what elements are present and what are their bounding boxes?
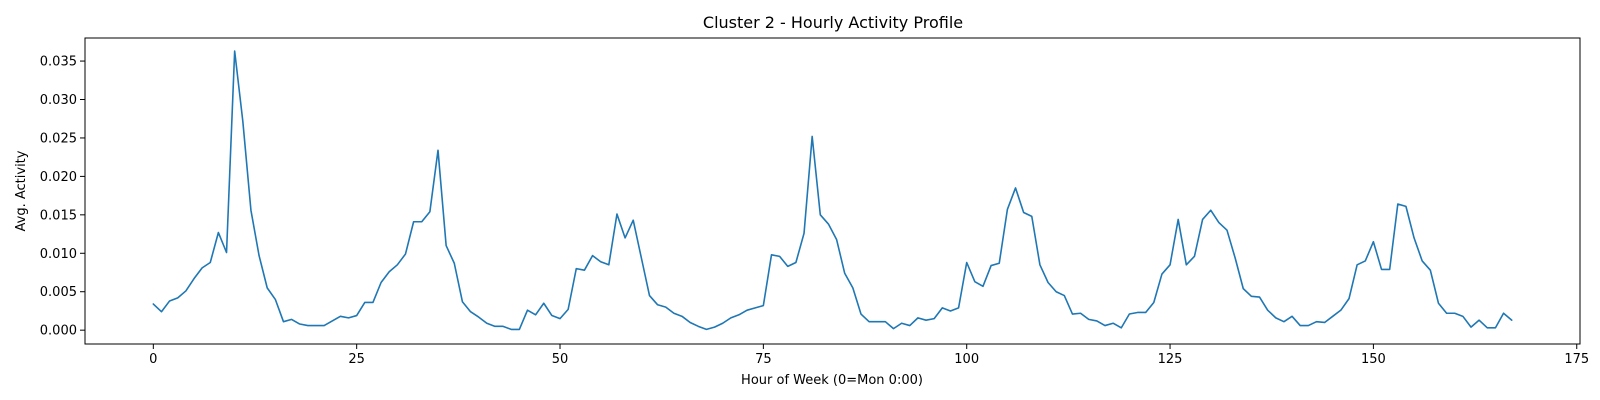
x-tick-label: 0 [149, 352, 157, 367]
y-tick-label: 0.035 [40, 55, 77, 70]
y-axis: 0.000 0.005 0.010 0.015 0.020 0.025 0.030 0.035 [40, 55, 85, 339]
chart-title: Cluster 2 - Hourly Activity Profile [703, 13, 963, 32]
x-axis-title: Hour of Week (0=Mon 0:00) [741, 373, 923, 388]
y-tick-label: 0.015 [40, 208, 77, 223]
x-tick-label: 100 [954, 352, 979, 367]
x-axis: 0 25 50 75 100 125 150 175 [149, 344, 1589, 367]
y-tick-label: 0.005 [40, 285, 77, 300]
series-line [152, 50, 1513, 331]
y-axis-title: Avg. Activity [14, 150, 29, 231]
x-tick-label: 175 [1564, 352, 1589, 367]
x-tick-label: 125 [1158, 352, 1183, 367]
y-tick-label: 0.025 [40, 131, 77, 146]
y-tick-label: 0.030 [40, 93, 77, 108]
x-tick-label: 150 [1361, 352, 1386, 367]
y-tick-label: 0.000 [40, 324, 77, 339]
x-tick-label: 50 [552, 352, 569, 367]
y-tick-label: 0.010 [40, 247, 77, 262]
plot-area [152, 50, 1513, 331]
plot-frame [84, 37, 1581, 345]
x-tick-label: 75 [755, 352, 772, 367]
y-tick-label: 0.020 [40, 170, 77, 185]
x-tick-label: 25 [348, 352, 365, 367]
